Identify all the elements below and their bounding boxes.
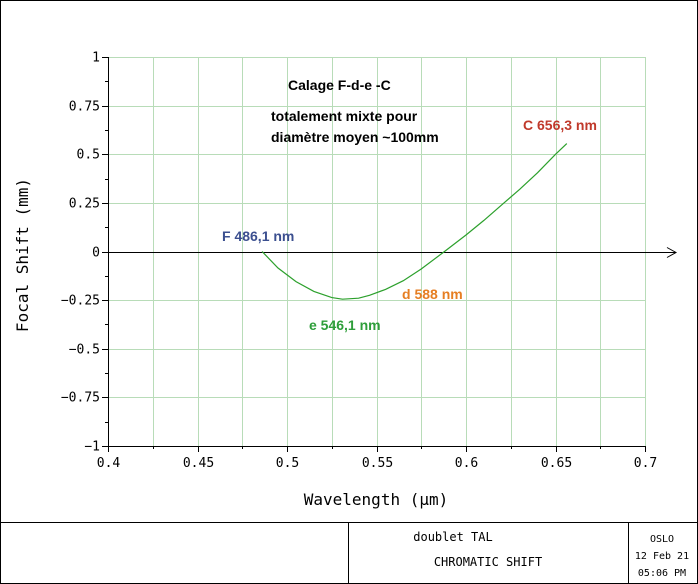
series-line-focal-shift — [261, 143, 568, 300]
annotation-calage: Calage F-d-e -C — [288, 77, 391, 93]
y-tick-label: 0.75 — [69, 100, 100, 115]
y-axis-label: Focal Shift (mm) — [13, 178, 32, 332]
x-tick-label: 0.65 — [541, 456, 572, 471]
tick-labels: 1 0.75 0.5 0.25 0 −0.25 −0.5 −0.75 −10.4 0.45 0.5 0… — [61, 51, 657, 472]
footer-date: 12 Feb 21 — [635, 551, 689, 562]
footer-subtitle: CHROMATIC SHIFT — [434, 555, 542, 569]
x-tick-label: 0.6 — [455, 456, 478, 471]
curves — [261, 143, 568, 300]
y-tick-label: 0 — [92, 246, 100, 261]
footer-software: OSLO — [650, 534, 674, 545]
x-tick-label: 0.55 — [362, 456, 393, 471]
annotation-e-line: e 546,1 nm — [309, 317, 381, 333]
annotation-d-line: d 588 nm — [402, 286, 463, 302]
y-tick-label: −0.25 — [61, 294, 100, 309]
annotation-mixte: totalement mixte pour — [271, 108, 418, 124]
axes — [102, 57, 678, 452]
footer-time: 05:06 PM — [638, 568, 686, 579]
x-axis-label: Wavelength (µm) — [304, 490, 449, 509]
x-tick-label: 0.4 — [97, 456, 121, 471]
x-tick-label: 0.45 — [183, 456, 214, 471]
footer-title: doublet TAL — [413, 530, 492, 544]
x-tick-label: 0.5 — [276, 456, 299, 471]
y-tick-label: 0.25 — [69, 197, 100, 212]
annotation-diametre: diamètre moyen ~100mm — [271, 129, 439, 145]
zero-axis-arrow — [666, 247, 678, 258]
footer: doublet TAL CHROMATIC SHIFT OSLO 12 Feb … — [0, 522, 698, 584]
x-tick-label: 0.7 — [634, 456, 657, 471]
y-tick-label: 0.5 — [77, 148, 100, 163]
y-tick-label: −0.75 — [61, 391, 100, 406]
y-tick-label: −0.5 — [69, 343, 100, 358]
y-tick-label: 1 — [92, 51, 100, 66]
y-tick-label: −1 — [84, 440, 100, 455]
annotation-c-line: C 656,3 nm — [523, 117, 597, 133]
annotation-f-line: F 486,1 nm — [222, 228, 294, 244]
